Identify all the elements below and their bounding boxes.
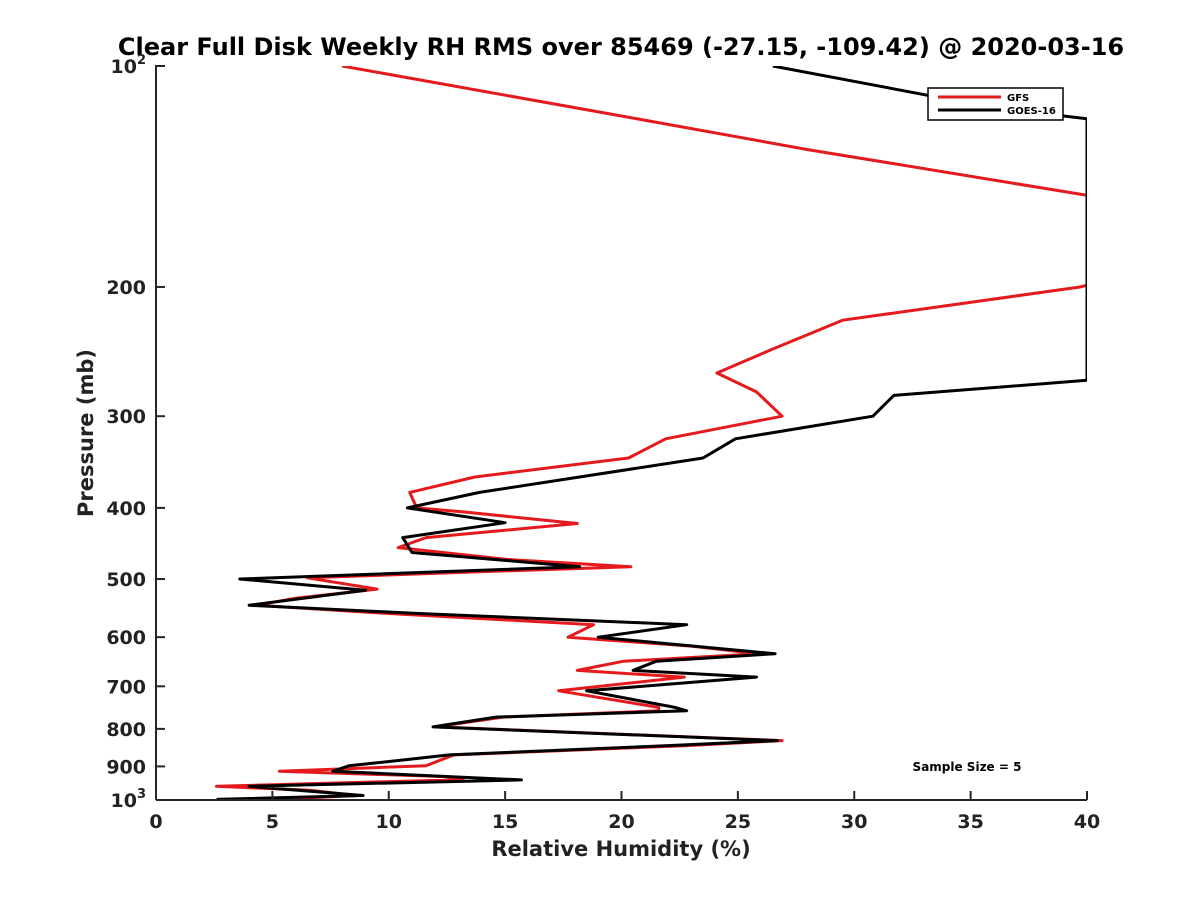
y-tick-label: 900 — [106, 756, 146, 778]
x-tick-label: 15 — [492, 811, 518, 833]
chart-title: Clear Full Disk Weekly RH RMS over 85469… — [118, 33, 1124, 61]
x-tick-label: 30 — [841, 811, 867, 833]
y-tick-label: 102 — [111, 53, 147, 78]
x-tick-label: 5 — [266, 811, 279, 833]
y-axis-label: Pressure (mb) — [74, 349, 98, 517]
y-tick-label: 700 — [106, 676, 146, 698]
y-tick-label: 500 — [106, 569, 146, 591]
x-tick-label: 35 — [957, 811, 983, 833]
y-tick-label: 400 — [106, 498, 146, 520]
x-tick-label: 0 — [149, 811, 162, 833]
y-tick-label: 600 — [106, 627, 146, 649]
y-tick-label: 103 — [111, 787, 147, 812]
x-tick-label: 20 — [608, 811, 634, 833]
legend-label: GFS — [1007, 93, 1029, 104]
legend-label: GOES-16 — [1007, 106, 1056, 117]
sample-size-annotation: Sample Size = 5 — [913, 760, 1022, 774]
series-line-goes-16 — [216, 66, 1087, 800]
x-tick-label: 25 — [725, 811, 751, 833]
x-axis-label: Relative Humidity (%) — [491, 837, 750, 861]
y-tick-label: 800 — [106, 719, 146, 741]
y-tick-label: 300 — [106, 406, 146, 428]
legend: GFS GOES-16 — [927, 87, 1064, 121]
legend-box — [927, 87, 1064, 121]
x-tick-label: 40 — [1074, 811, 1100, 833]
series-line-gfs — [215, 66, 1087, 800]
x-tick-label: 10 — [376, 811, 402, 833]
y-tick-label: 200 — [106, 277, 146, 299]
